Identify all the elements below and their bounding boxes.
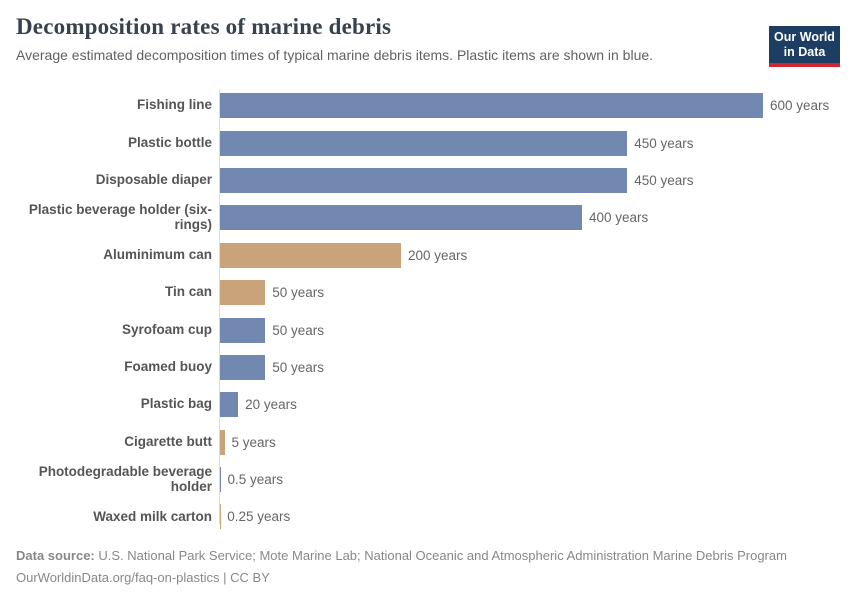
bar-value-label: 20 years bbox=[245, 397, 297, 412]
category-label: Aluminimum can bbox=[16, 248, 220, 263]
bar-area: 400 years bbox=[220, 205, 834, 230]
bar-chart: Fishing line 600 years Plastic bottle 450 y… bbox=[16, 87, 834, 536]
bar-area: 50 years bbox=[220, 280, 834, 305]
bar-row: Foamed buoy 50 years bbox=[16, 349, 834, 386]
bar-value-label: 0.5 years bbox=[227, 472, 283, 487]
bar-value-label: 600 years bbox=[770, 98, 829, 113]
category-label: Disposable diaper bbox=[16, 173, 220, 188]
bar bbox=[220, 93, 763, 118]
bar-area: 200 years bbox=[220, 243, 834, 268]
category-label: Plastic bag bbox=[16, 397, 220, 412]
bar-value-label: 5 years bbox=[232, 435, 276, 450]
bar-row: Aluminimum can 200 years bbox=[16, 237, 834, 274]
license-line: OurWorldinData.org/faq-on-plastics | CC … bbox=[16, 567, 834, 589]
category-label: Tin can bbox=[16, 285, 220, 300]
bar-area: 20 years bbox=[220, 392, 834, 417]
category-label: Waxed milk carton bbox=[16, 510, 220, 525]
bar bbox=[220, 430, 225, 455]
bar-value-label: 450 years bbox=[634, 136, 693, 151]
page-title: Decomposition rates of marine debris bbox=[16, 14, 834, 40]
bar-value-label: 50 years bbox=[272, 360, 324, 375]
bar bbox=[220, 243, 401, 268]
bar-area: 50 years bbox=[220, 355, 834, 380]
bar-row: Plastic bag 20 years bbox=[16, 386, 834, 423]
bar-area: 5 years bbox=[220, 430, 834, 455]
bar-row: Plastic bottle 450 years bbox=[16, 124, 834, 161]
owid-logo-text-line2: in Data bbox=[769, 45, 840, 60]
bar-row: Plastic beverage holder (six-rings) 400 y… bbox=[16, 199, 834, 236]
bar bbox=[220, 131, 627, 156]
bar bbox=[220, 392, 238, 417]
bar-rows-container: Fishing line 600 years Plastic bottle 450 y… bbox=[16, 87, 834, 536]
bar bbox=[220, 355, 265, 380]
data-source-text: U.S. National Park Service; Mote Marine … bbox=[95, 548, 787, 563]
chart-footer: Data source: U.S. National Park Service;… bbox=[16, 545, 834, 589]
bar-area: 450 years bbox=[220, 168, 834, 193]
owid-logo: Our World in Data bbox=[769, 26, 840, 67]
bar-value-label: 200 years bbox=[408, 248, 467, 263]
bar-value-label: 400 years bbox=[589, 210, 648, 225]
category-label: Plastic beverage holder (six-rings) bbox=[16, 203, 220, 233]
bar-row: Tin can 50 years bbox=[16, 274, 834, 311]
bar-row: Cigarette butt 5 years bbox=[16, 424, 834, 461]
chart-page: Our World in Data Decomposition rates of… bbox=[0, 14, 850, 589]
category-label: Syrofoam cup bbox=[16, 323, 220, 338]
bar-row: Fishing line 600 years bbox=[16, 87, 834, 124]
bar-area: 450 years bbox=[220, 131, 834, 156]
bar bbox=[220, 280, 265, 305]
page-subtitle: Average estimated decomposition times of… bbox=[16, 47, 834, 63]
y-axis-line bbox=[219, 89, 220, 524]
bar bbox=[220, 205, 582, 230]
bar-row: Waxed milk carton 0.25 years bbox=[16, 498, 834, 535]
bar-value-label: 50 years bbox=[272, 285, 324, 300]
bar-area: 0.25 years bbox=[220, 504, 834, 529]
bar-row: Disposable diaper 450 years bbox=[16, 162, 834, 199]
bar-area: 0.5 years bbox=[220, 467, 834, 492]
category-label: Photodegradable beverage holder bbox=[16, 465, 220, 495]
bar bbox=[220, 318, 265, 343]
data-source-label: Data source: bbox=[16, 548, 95, 563]
bar-row: Photodegradable beverage holder 0.5 years bbox=[16, 461, 834, 498]
bar bbox=[220, 168, 627, 193]
bar-row: Syrofoam cup 50 years bbox=[16, 311, 834, 348]
bar-area: 50 years bbox=[220, 318, 834, 343]
category-label: Cigarette butt bbox=[16, 435, 220, 450]
category-label: Foamed buoy bbox=[16, 360, 220, 375]
category-label: Fishing line bbox=[16, 98, 220, 113]
bar-area: 600 years bbox=[220, 93, 834, 118]
category-label: Plastic bottle bbox=[16, 136, 220, 151]
data-source-line: Data source: U.S. National Park Service;… bbox=[16, 545, 834, 567]
bar-value-label: 0.25 years bbox=[227, 509, 290, 524]
owid-logo-text-line1: Our World bbox=[769, 30, 840, 45]
bar-value-label: 50 years bbox=[272, 323, 324, 338]
bar-value-label: 450 years bbox=[634, 173, 693, 188]
